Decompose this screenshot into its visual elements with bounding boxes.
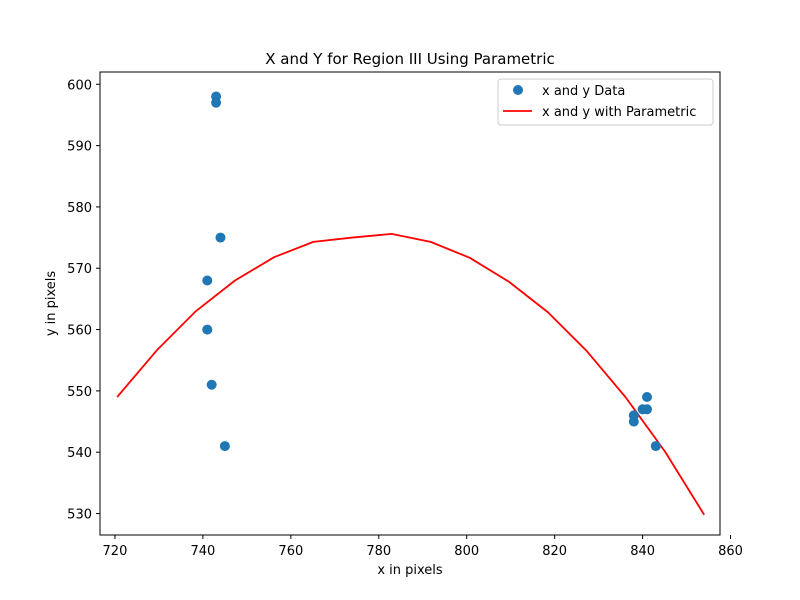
data-point — [219, 441, 230, 452]
data-point — [642, 392, 653, 403]
legend-label-fit: x and y with Parametric — [542, 105, 696, 120]
data-point — [628, 416, 639, 427]
x-axis-label: x in pixels — [377, 563, 443, 578]
data-point — [211, 97, 222, 108]
plot-frame — [99, 71, 721, 536]
y-tick-label: 580 — [67, 201, 92, 216]
x-tick-label: 860 — [718, 544, 743, 559]
tick-layer: 720 740 760 780 800 820 840 860 530 540 550 560 570 5… — [67, 78, 743, 559]
fit-line-layer — [116, 232, 705, 516]
y-tick-label: 600 — [67, 78, 92, 93]
legend-label-data: x and y Data — [542, 84, 625, 99]
legend: x and y Data x and y with Parametric — [497, 78, 714, 126]
parametric-fit-line — [116, 232, 705, 516]
y-tick-label: 590 — [67, 140, 92, 155]
data-points-layer — [202, 91, 661, 452]
data-point — [642, 404, 653, 415]
x-tick-label: 820 — [542, 544, 567, 559]
chart-title: X and Y for Region III Using Parametric — [265, 50, 555, 68]
legend-marker-data — [513, 85, 523, 95]
x-tick-label: 780 — [366, 544, 391, 559]
data-point — [650, 441, 661, 452]
x-tick-label: 760 — [278, 544, 303, 559]
y-tick-label: 560 — [67, 324, 92, 339]
y-tick-label: 570 — [67, 262, 92, 277]
x-tick-label: 840 — [630, 544, 655, 559]
data-point — [202, 275, 213, 286]
y-tick-label: 530 — [67, 508, 92, 523]
data-point — [215, 232, 226, 243]
data-point — [206, 379, 217, 390]
y-tick-label: 540 — [67, 446, 92, 461]
x-tick-label: 800 — [454, 544, 479, 559]
y-axis-label: y in pixels — [44, 271, 59, 337]
x-tick-label: 720 — [103, 544, 128, 559]
data-point — [202, 324, 213, 335]
x-tick-label: 740 — [190, 544, 215, 559]
y-tick-label: 550 — [67, 385, 92, 400]
legend-box — [497, 78, 714, 126]
